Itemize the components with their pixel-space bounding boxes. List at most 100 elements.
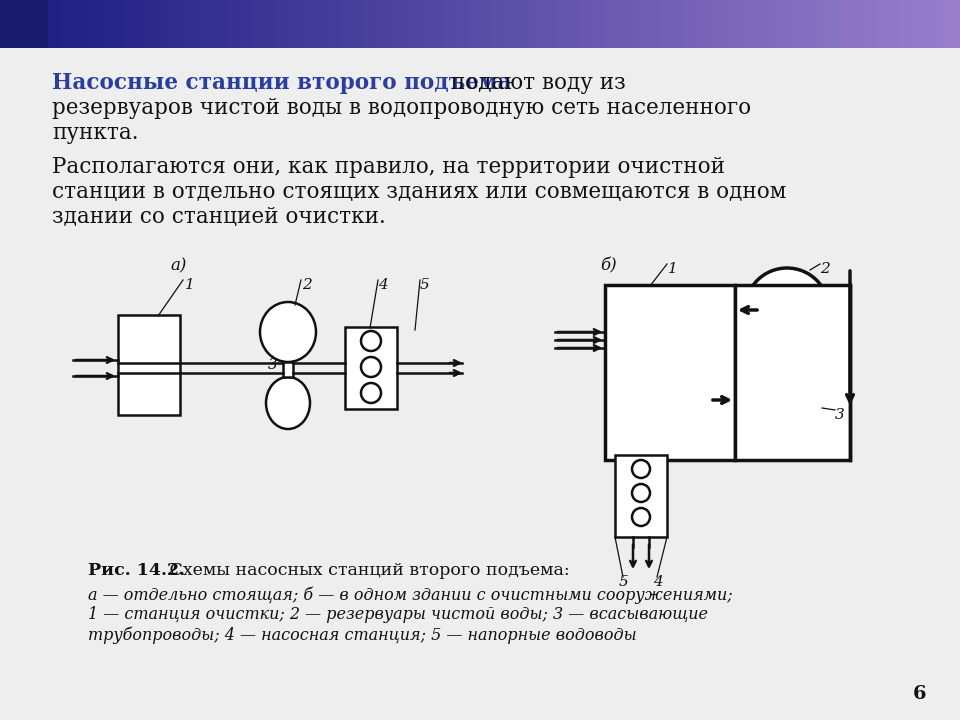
Bar bbox=[581, 0, 587, 48]
Bar bbox=[418, 0, 423, 48]
Text: подают воду из: подают воду из bbox=[444, 72, 626, 94]
Text: пункта.: пункта. bbox=[52, 122, 138, 144]
Bar bbox=[341, 0, 347, 48]
Bar bbox=[754, 0, 759, 48]
Text: станции в отдельно стоящих зданиях или совмещаются в одном: станции в отдельно стоящих зданиях или с… bbox=[52, 181, 786, 203]
Circle shape bbox=[361, 331, 381, 351]
Bar bbox=[874, 0, 879, 48]
Text: 4: 4 bbox=[378, 278, 388, 292]
Bar bbox=[461, 0, 467, 48]
Bar bbox=[302, 0, 308, 48]
Bar bbox=[422, 0, 428, 48]
Bar bbox=[821, 0, 827, 48]
Circle shape bbox=[632, 484, 650, 502]
Bar bbox=[509, 0, 515, 48]
Bar bbox=[720, 0, 726, 48]
Bar bbox=[451, 0, 457, 48]
Bar bbox=[192, 0, 198, 48]
Text: здании со станцией очистки.: здании со станцией очистки. bbox=[52, 206, 386, 228]
Bar bbox=[624, 0, 630, 48]
Bar bbox=[62, 0, 68, 48]
Bar bbox=[432, 0, 438, 48]
Bar bbox=[706, 0, 711, 48]
Bar bbox=[331, 0, 337, 48]
Bar bbox=[394, 0, 399, 48]
Bar bbox=[446, 0, 452, 48]
Bar bbox=[662, 0, 668, 48]
Bar bbox=[413, 0, 419, 48]
Text: 1: 1 bbox=[668, 262, 678, 276]
Bar bbox=[840, 0, 846, 48]
Bar bbox=[149, 0, 155, 48]
Bar bbox=[787, 0, 793, 48]
Bar bbox=[345, 327, 397, 409]
Bar bbox=[615, 455, 667, 537]
Bar bbox=[125, 0, 131, 48]
Bar bbox=[0, 0, 48, 48]
Bar bbox=[144, 0, 150, 48]
Bar bbox=[523, 0, 529, 48]
Bar bbox=[518, 0, 524, 48]
Bar bbox=[173, 0, 179, 48]
Text: 1 — станция очистки; 2 — резервуары чистой воды; 3 — всасывающие: 1 — станция очистки; 2 — резервуары чист… bbox=[88, 606, 708, 623]
Bar bbox=[672, 0, 678, 48]
Bar bbox=[139, 0, 145, 48]
Bar bbox=[917, 0, 923, 48]
Bar bbox=[768, 0, 774, 48]
Bar bbox=[797, 0, 803, 48]
Bar bbox=[427, 0, 433, 48]
Bar bbox=[715, 0, 721, 48]
Bar bbox=[269, 0, 275, 48]
Text: Рис. 14.2.: Рис. 14.2. bbox=[88, 562, 185, 579]
Bar bbox=[259, 0, 265, 48]
Bar bbox=[600, 0, 606, 48]
Bar bbox=[485, 0, 491, 48]
Bar bbox=[806, 0, 812, 48]
Bar bbox=[898, 0, 903, 48]
Bar bbox=[14, 0, 20, 48]
Bar bbox=[312, 0, 318, 48]
Bar bbox=[854, 0, 860, 48]
Bar bbox=[466, 0, 471, 48]
Bar bbox=[154, 0, 159, 48]
Bar bbox=[931, 0, 937, 48]
Bar bbox=[864, 0, 870, 48]
Bar bbox=[278, 0, 284, 48]
Bar bbox=[19, 0, 25, 48]
Bar bbox=[528, 0, 534, 48]
Bar bbox=[403, 0, 409, 48]
Bar bbox=[557, 0, 563, 48]
Bar bbox=[850, 0, 855, 48]
Bar bbox=[629, 0, 635, 48]
Bar bbox=[653, 0, 659, 48]
Bar bbox=[691, 0, 697, 48]
Text: трубопроводы; 4 — насосная станция; 5 — напорные водоводы: трубопроводы; 4 — насосная станция; 5 — … bbox=[88, 626, 636, 644]
Bar bbox=[955, 0, 960, 48]
Bar bbox=[778, 0, 783, 48]
Bar bbox=[758, 0, 764, 48]
Bar bbox=[106, 0, 111, 48]
Bar bbox=[365, 0, 371, 48]
Bar bbox=[643, 0, 649, 48]
Bar bbox=[370, 0, 375, 48]
Bar bbox=[178, 0, 183, 48]
Text: а — отдельно стоящая; б — в одном здании с очистными сооружениями;: а — отдельно стоящая; б — в одном здании… bbox=[88, 586, 732, 603]
Bar bbox=[816, 0, 822, 48]
Bar bbox=[658, 0, 663, 48]
Bar bbox=[235, 0, 241, 48]
Bar bbox=[730, 0, 735, 48]
Bar bbox=[533, 0, 539, 48]
Bar bbox=[130, 0, 135, 48]
Ellipse shape bbox=[260, 302, 316, 362]
Circle shape bbox=[361, 383, 381, 403]
Bar bbox=[480, 0, 486, 48]
Bar bbox=[10, 0, 15, 48]
Bar bbox=[86, 0, 92, 48]
Text: 6: 6 bbox=[913, 685, 926, 703]
Circle shape bbox=[361, 357, 381, 377]
Bar bbox=[67, 0, 73, 48]
Text: 2: 2 bbox=[820, 262, 829, 276]
Bar bbox=[389, 0, 395, 48]
Bar bbox=[293, 0, 299, 48]
Bar bbox=[317, 0, 323, 48]
